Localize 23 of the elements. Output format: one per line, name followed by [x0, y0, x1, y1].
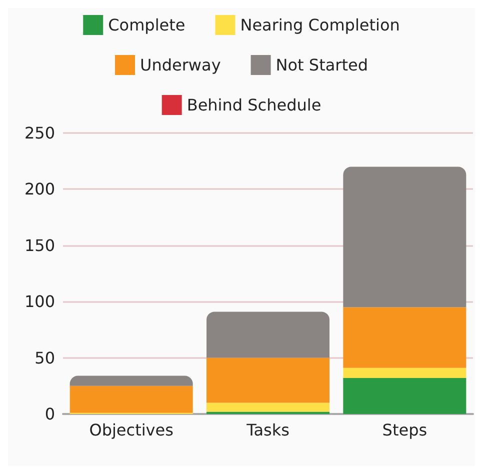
x-tick-label: Tasks — [246, 420, 290, 440]
legend-label: Underway — [140, 56, 221, 74]
legend-label: Complete — [108, 16, 186, 34]
bar — [70, 386, 193, 413]
bar — [343, 368, 466, 378]
bar — [206, 358, 330, 403]
y-tick-label: 200 — [24, 180, 55, 199]
y-tick-label: 0 — [44, 404, 55, 424]
bar — [343, 166, 466, 308]
legend-label: Nearing Completion — [240, 16, 400, 34]
bar — [343, 307, 466, 368]
y-tick-label: 250 — [24, 124, 55, 142]
y-tick-label: 100 — [24, 292, 55, 312]
bar — [343, 378, 466, 414]
bar — [206, 312, 330, 358]
bar — [70, 376, 193, 386]
legend-label: Not Started — [276, 56, 368, 74]
x-tick-label: Steps — [382, 420, 428, 440]
y-tick-label: 150 — [24, 236, 55, 255]
legend-label: Behind Schedule — [186, 96, 322, 114]
x-tick-label: Objectives — [89, 420, 174, 440]
bar — [206, 402, 330, 412]
y-tick-label: 50 — [34, 348, 55, 368]
